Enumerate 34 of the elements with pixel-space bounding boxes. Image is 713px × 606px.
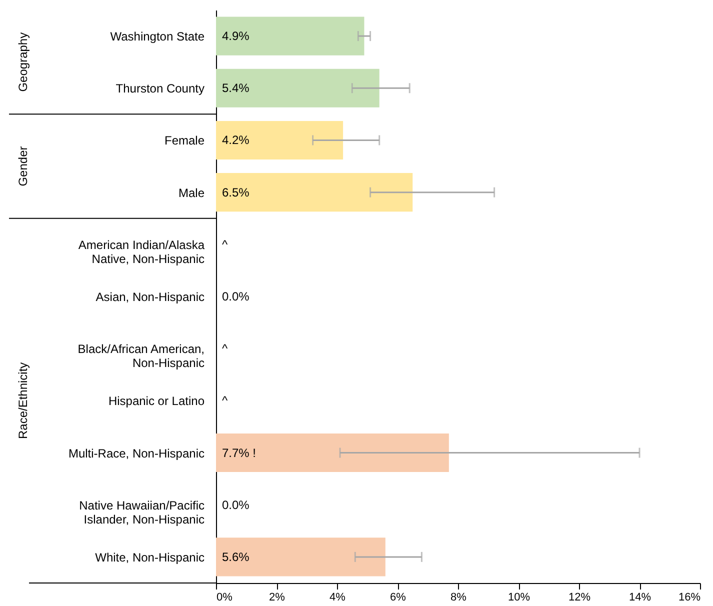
y-tick-label: Multi-Race, Non-Hispanic	[68, 446, 204, 460]
x-tick-label: 0%	[216, 592, 233, 604]
text: ^	[222, 237, 228, 252]
data-label: 0.0%	[222, 498, 250, 512]
x-tick-label: 10%	[508, 592, 530, 604]
y-tick-label: Hispanic or Latino	[108, 394, 205, 408]
x-tick-label: 6%	[390, 592, 406, 604]
text: Gender	[16, 146, 30, 186]
text: Geography	[16, 32, 30, 92]
text: ^	[222, 342, 228, 356]
data-label: 7.7% !	[222, 446, 256, 460]
y-tick-label: American Indian/Alaska Native, Non-Hispanic	[78, 238, 205, 266]
x-tick-label: 8%	[450, 592, 467, 604]
y-tick-label: Asian, Non-Hispanic	[96, 290, 204, 304]
x-tick-label: 12%	[568, 592, 591, 604]
x-tick-label: 2%	[269, 592, 286, 604]
data-label: 5.6%	[222, 550, 250, 564]
y-tick-label: Thurston County	[116, 82, 204, 96]
text: ^	[222, 394, 228, 408]
y-tick-label: Female	[164, 134, 205, 148]
x-tick-label: 14%	[628, 592, 652, 604]
x-tick-label: 4%	[330, 592, 346, 604]
y-tick-label: Native Hawaiian/Pacific Islander, Non-Hispanic	[79, 498, 204, 526]
x-tick-label: 16%	[678, 592, 701, 604]
y-tick-label: Black/African American, Non-Hispanic	[78, 342, 204, 370]
text: Race/Ethnicity	[16, 362, 30, 440]
data-label: 4.2%	[222, 133, 250, 148]
data-label: 5.4%	[222, 81, 250, 96]
data-label: 0.0%	[222, 290, 250, 304]
y-tick-label: Washington State	[110, 30, 205, 44]
y-tick-label: White, Non-Hispanic	[95, 550, 204, 564]
data-label: 4.9%	[222, 29, 250, 44]
data-label: 6.5%	[222, 185, 250, 200]
y-tick-label: Male	[178, 186, 205, 200]
